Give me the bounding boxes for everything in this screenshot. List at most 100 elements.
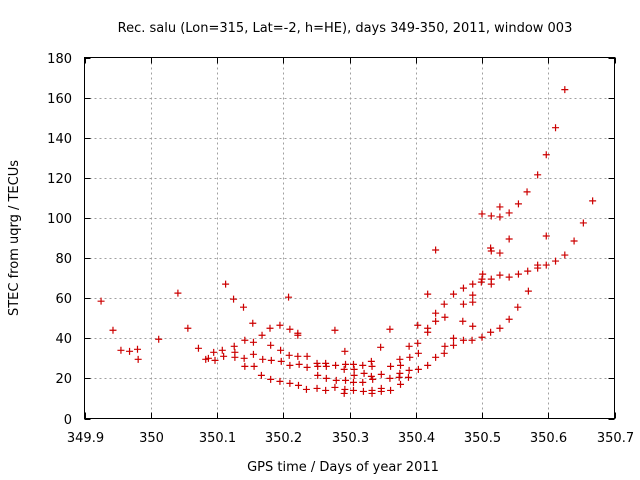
data-point: [377, 370, 385, 378]
data-point: [277, 346, 285, 354]
data-point: [505, 235, 513, 243]
data-point: [534, 264, 542, 272]
data-point: [459, 317, 467, 325]
data-point: [303, 363, 311, 371]
data-point: [367, 357, 375, 365]
data-point: [386, 374, 394, 382]
data-point: [249, 319, 257, 327]
data-point: [349, 386, 357, 394]
data-point: [387, 362, 395, 370]
data-point: [367, 372, 375, 380]
data-point: [240, 354, 248, 362]
data-point: [359, 387, 367, 395]
data-point: [478, 275, 486, 283]
y-tick-label: 80: [55, 252, 72, 267]
data-point: [459, 284, 467, 292]
data-point: [342, 360, 350, 368]
data-point: [258, 331, 266, 339]
data-point: [414, 365, 422, 373]
data-point: [469, 322, 477, 330]
data-point: [314, 371, 322, 379]
data-point: [218, 346, 226, 354]
data-point: [303, 352, 311, 360]
x-tick-label: 350.3: [332, 431, 369, 446]
data-point: [478, 210, 486, 218]
data-point: [432, 246, 440, 254]
data-point: [406, 353, 414, 361]
data-point: [117, 346, 125, 354]
data-point: [126, 347, 134, 355]
data-point: [322, 386, 330, 394]
data-point: [496, 324, 504, 332]
data-point: [302, 385, 310, 393]
data-point: [459, 336, 467, 344]
data-point: [267, 375, 275, 383]
data-point: [294, 331, 302, 339]
data-point: [514, 200, 522, 208]
data-point: [542, 151, 550, 159]
y-axis-label: STEC from uqrg / TECUs: [7, 160, 22, 316]
data-point: [477, 278, 485, 286]
x-tick-label: 350.1: [199, 431, 236, 446]
data-point: [277, 357, 285, 365]
data-point: [322, 374, 330, 382]
data-point: [405, 342, 413, 350]
data-point: [313, 359, 321, 367]
data-point: [478, 333, 486, 341]
data-point: [468, 336, 476, 344]
x-tick-label: 350.4: [398, 431, 435, 446]
data-point: [414, 349, 422, 357]
data-point: [331, 326, 339, 334]
data-point: [432, 317, 440, 325]
data-point: [194, 344, 202, 352]
data-point: [294, 352, 302, 360]
data-point: [424, 290, 432, 298]
data-point: [332, 361, 340, 369]
data-point: [340, 365, 348, 373]
data-point: [432, 353, 440, 361]
data-point: [523, 188, 531, 196]
data-point: [286, 379, 294, 387]
data-point: [469, 291, 477, 299]
y-tick-label: 100: [47, 212, 72, 227]
y-tick-label: 140: [47, 132, 72, 147]
data-point: [250, 362, 258, 370]
data-point: [542, 232, 550, 240]
data-point: [432, 309, 440, 317]
plot-frame: [84, 57, 615, 419]
data-point: [359, 378, 367, 386]
y-tick-label: 40: [55, 332, 72, 347]
data-point: [459, 300, 467, 308]
data-point: [487, 244, 495, 252]
data-point: [469, 298, 477, 306]
data-point: [331, 383, 339, 391]
data-point: [440, 349, 448, 357]
data-point: [534, 171, 542, 179]
data-point: [424, 328, 432, 336]
data-point: [479, 270, 487, 278]
data-point: [397, 361, 405, 369]
data-point: [349, 360, 357, 368]
grid-lines: [84, 57, 615, 419]
data-point: [231, 353, 239, 361]
data-point: [313, 384, 321, 392]
data-point: [174, 289, 182, 297]
data-point: [396, 355, 404, 363]
data-point: [396, 369, 404, 377]
data-point: [134, 355, 142, 363]
data-point: [386, 325, 394, 333]
data-point: [259, 355, 267, 363]
data-point: [404, 373, 412, 381]
data-point: [350, 365, 358, 373]
y-tick-label: 120: [47, 172, 72, 187]
data-point: [505, 209, 513, 217]
data-point: [184, 324, 192, 332]
data-point: [368, 389, 376, 397]
data-point: [341, 347, 349, 355]
data-point: [240, 303, 247, 311]
y-tick-label: 180: [47, 52, 72, 67]
data-point: [505, 273, 513, 281]
data-point: [267, 356, 275, 364]
